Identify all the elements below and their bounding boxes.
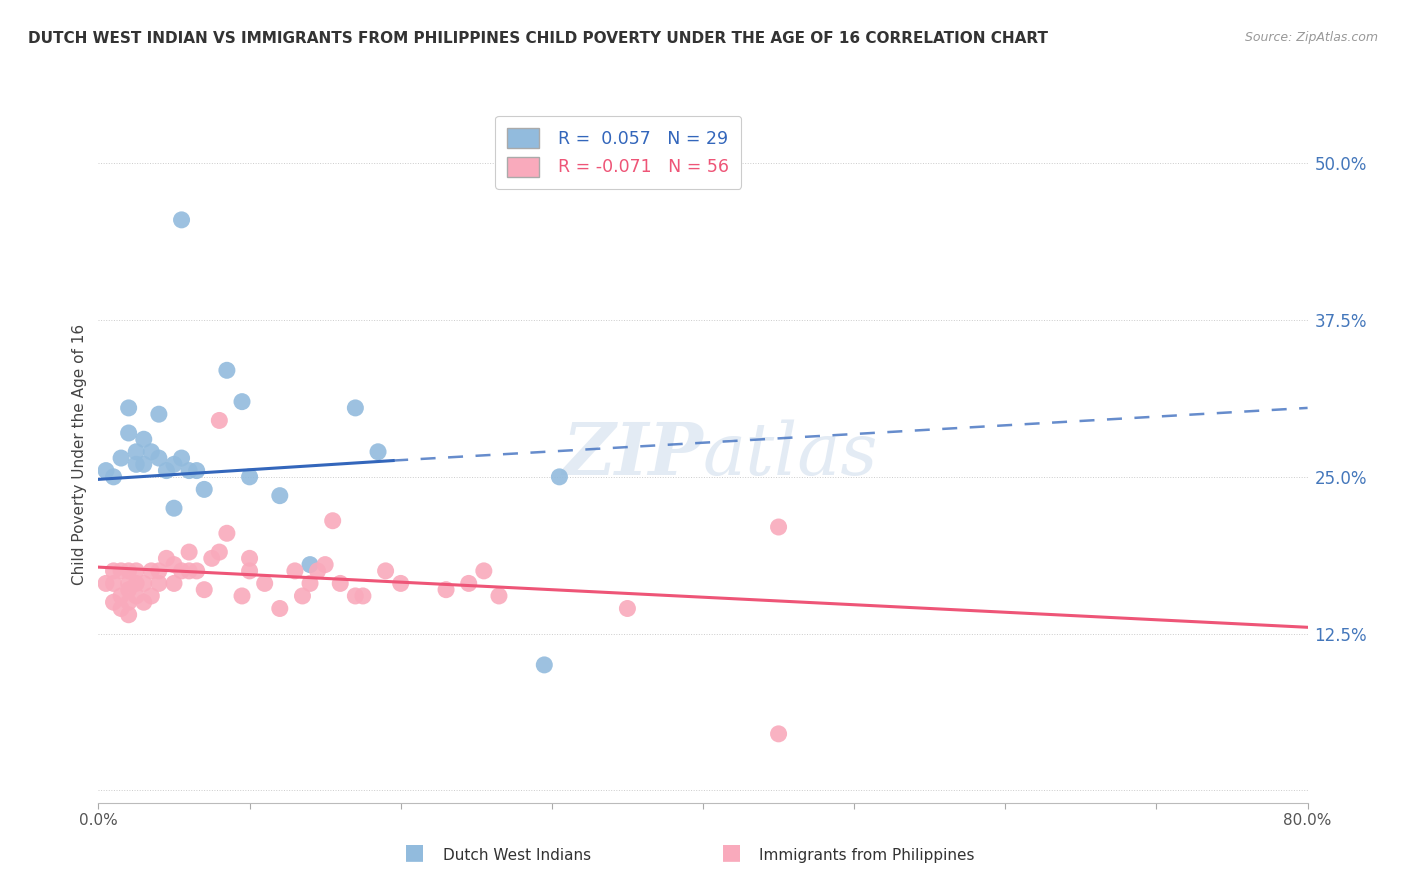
Point — [616, 601, 638, 615]
Point — [110, 589, 132, 603]
Point — [239, 564, 262, 578]
Point — [231, 589, 253, 603]
Point — [148, 407, 170, 421]
Point — [125, 576, 148, 591]
Text: Source: ZipAtlas.com: Source: ZipAtlas.com — [1244, 31, 1378, 45]
Point — [94, 576, 117, 591]
Point — [768, 727, 790, 741]
Point — [239, 470, 262, 484]
Point — [193, 483, 215, 497]
Point — [103, 576, 125, 591]
Point — [125, 444, 148, 458]
Point — [179, 464, 201, 478]
Point — [103, 564, 125, 578]
Point — [155, 464, 177, 478]
Point — [344, 401, 367, 415]
Point — [118, 582, 141, 597]
Point — [374, 564, 396, 578]
Point — [170, 564, 193, 578]
Point — [163, 576, 186, 591]
Point — [352, 589, 374, 603]
Point — [488, 589, 510, 603]
Point — [269, 489, 291, 503]
Point — [148, 576, 170, 591]
Point — [322, 514, 344, 528]
Point — [132, 595, 155, 609]
Point — [163, 558, 186, 572]
Point — [118, 425, 141, 440]
Text: Dutch West Indians: Dutch West Indians — [443, 847, 591, 863]
Point — [110, 601, 132, 615]
Point — [389, 576, 412, 591]
Point — [179, 564, 201, 578]
Point — [163, 501, 186, 516]
Point — [344, 589, 367, 603]
Point — [125, 589, 148, 603]
Point — [367, 444, 389, 458]
Point — [284, 564, 307, 578]
Point — [148, 451, 170, 466]
Point — [170, 451, 193, 466]
Point — [291, 589, 314, 603]
Point — [768, 520, 790, 534]
Point — [329, 576, 352, 591]
Point — [118, 401, 141, 415]
Point — [186, 464, 208, 478]
Point — [118, 564, 141, 578]
Point — [125, 564, 148, 578]
Point — [179, 545, 201, 559]
Y-axis label: Child Poverty Under the Age of 16: Child Poverty Under the Age of 16 — [72, 325, 87, 585]
Text: ■: ■ — [721, 843, 741, 863]
Point — [314, 558, 336, 572]
Point — [269, 601, 291, 615]
Point — [110, 564, 132, 578]
Point — [163, 458, 186, 472]
Point — [201, 551, 224, 566]
Point — [118, 595, 141, 609]
Point — [307, 564, 329, 578]
Point — [533, 657, 555, 672]
Point — [472, 564, 495, 578]
Text: ■: ■ — [405, 843, 425, 863]
Point — [457, 576, 479, 591]
Point — [132, 576, 155, 591]
Point — [215, 526, 238, 541]
Point — [299, 576, 322, 591]
Point — [103, 595, 125, 609]
Point — [548, 470, 571, 484]
Text: DUTCH WEST INDIAN VS IMMIGRANTS FROM PHILIPPINES CHILD POVERTY UNDER THE AGE OF : DUTCH WEST INDIAN VS IMMIGRANTS FROM PHI… — [28, 31, 1047, 46]
Point — [132, 458, 155, 472]
Point — [141, 564, 163, 578]
Point — [141, 589, 163, 603]
Legend:   R =  0.057   N = 29,   R = -0.071   N = 56: R = 0.057 N = 29, R = -0.071 N = 56 — [495, 116, 741, 189]
Point — [132, 432, 155, 446]
Point — [193, 582, 215, 597]
Point — [434, 582, 457, 597]
Point — [208, 545, 231, 559]
Text: atlas: atlas — [703, 419, 879, 491]
Point — [186, 564, 208, 578]
Point — [118, 576, 141, 591]
Point — [253, 576, 276, 591]
Point — [239, 551, 262, 566]
Point — [299, 558, 322, 572]
Point — [94, 464, 117, 478]
Point — [141, 444, 163, 458]
Point — [215, 363, 238, 377]
Point — [231, 394, 253, 409]
Text: ZIP: ZIP — [562, 419, 703, 491]
Point — [148, 564, 170, 578]
Point — [118, 607, 141, 622]
Point — [103, 470, 125, 484]
Point — [125, 458, 148, 472]
Text: Immigrants from Philippines: Immigrants from Philippines — [759, 847, 974, 863]
Point — [170, 212, 193, 227]
Point — [110, 451, 132, 466]
Point — [155, 551, 177, 566]
Point — [208, 413, 231, 427]
